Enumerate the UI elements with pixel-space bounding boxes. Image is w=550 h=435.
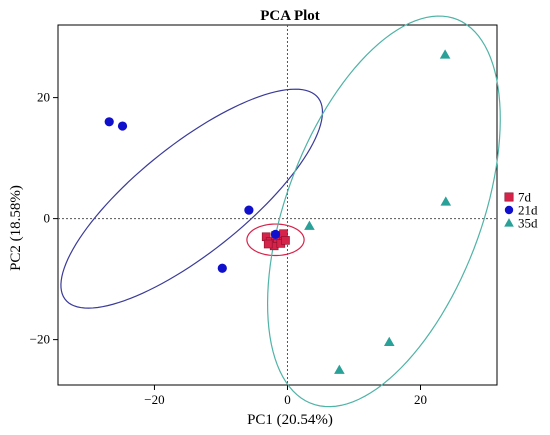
point-21d bbox=[217, 263, 227, 273]
y-axis-label: PC2 (18.58%) bbox=[8, 185, 24, 271]
point-7d bbox=[281, 236, 290, 245]
point-21d bbox=[117, 121, 128, 131]
legend-marker-21d bbox=[504, 205, 514, 215]
point-7d bbox=[263, 239, 273, 249]
legend-marker-35d bbox=[504, 218, 514, 227]
ellipse-35d bbox=[266, 15, 501, 408]
ellipse-21d bbox=[60, 88, 324, 309]
point-35d bbox=[304, 220, 315, 230]
legend-marker-7d bbox=[504, 192, 514, 202]
point-21d bbox=[244, 205, 254, 215]
ellipse-7d bbox=[246, 223, 305, 257]
x-tick-label: −20 bbox=[144, 392, 164, 407]
plot-frame bbox=[57, 24, 498, 386]
legend-label-35d: 35d bbox=[518, 216, 538, 231]
y-tick-label: 20 bbox=[37, 90, 50, 105]
point-35d bbox=[439, 49, 451, 59]
legend-label-7d: 7d bbox=[518, 190, 532, 205]
point-35d bbox=[440, 196, 452, 206]
point-35d bbox=[383, 336, 395, 347]
chart-title: PCA Plot bbox=[260, 8, 320, 24]
plot-area: −20 0 20 −20 0 20 bbox=[30, 15, 501, 408]
x-tick-label: 20 bbox=[414, 392, 427, 407]
point-21d bbox=[104, 117, 114, 127]
legend-label-21d: 21d bbox=[518, 203, 538, 218]
point-35d bbox=[334, 364, 345, 374]
y-tick-label: −20 bbox=[30, 332, 50, 347]
x-axis-label: PC1 (20.54%) bbox=[247, 412, 333, 428]
x-tick-label: 0 bbox=[284, 392, 291, 407]
point-21d bbox=[270, 229, 281, 239]
y-tick-label: 0 bbox=[44, 211, 51, 226]
